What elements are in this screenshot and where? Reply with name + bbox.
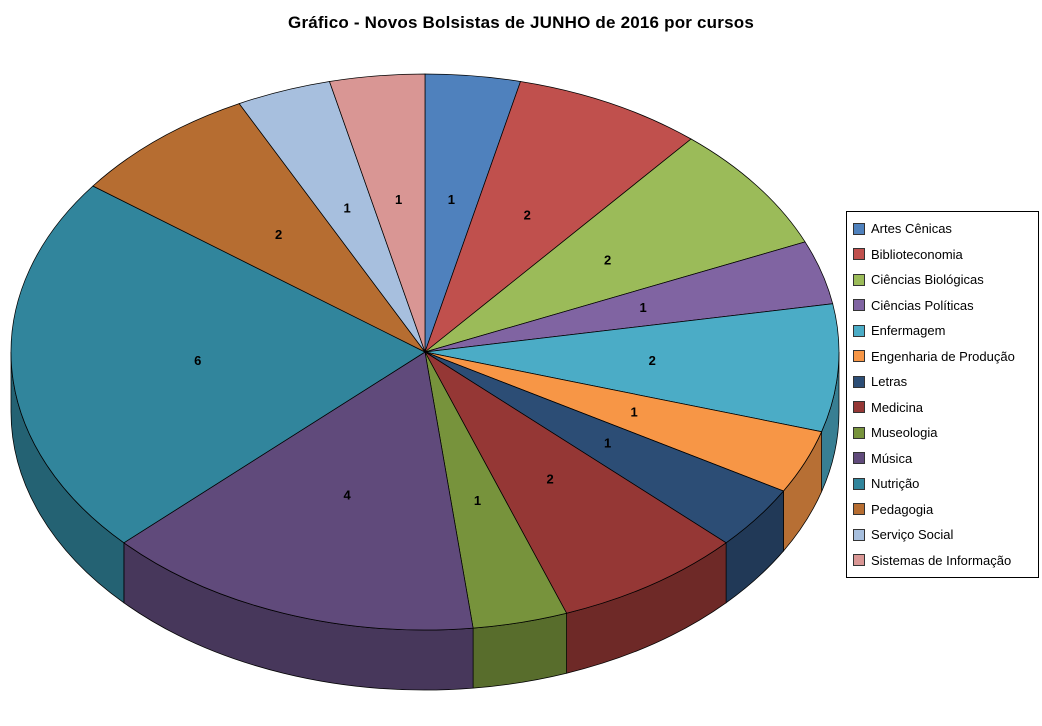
data-label: 2 (604, 253, 611, 268)
data-label: 1 (395, 192, 402, 207)
data-label: 2 (275, 227, 282, 242)
legend-label: Medicina (871, 399, 924, 415)
legend-item[interactable]: Museologia (853, 420, 1032, 446)
pie-slice[interactable] (423, 350, 727, 614)
legend-label: Enfermagem (871, 323, 946, 339)
pie-slice[interactable] (92, 103, 426, 353)
legend-label: Música (871, 450, 913, 466)
legend-swatch-icon (853, 222, 865, 235)
legend-item[interactable]: Enfermagem (853, 318, 1032, 344)
legend-item[interactable]: Ciências Políticas (853, 293, 1032, 319)
pie-slice[interactable] (424, 303, 840, 433)
legend-label: Letras (871, 374, 908, 390)
data-label: 6 (194, 353, 201, 368)
legend-item[interactable]: Biblioteconomia (853, 242, 1032, 268)
legend-swatch-icon (853, 554, 865, 567)
legend: Artes Cênicas Biblioteconomia Ciências Bio… (846, 211, 1039, 578)
legend-item[interactable]: Sistemas de Informação (853, 548, 1032, 574)
data-label: 1 (474, 493, 481, 508)
data-label: 1 (630, 405, 637, 420)
legend-item[interactable]: Letras (853, 369, 1032, 395)
legend-label: Ciências Biológicas (871, 272, 984, 288)
data-label: 1 (604, 435, 611, 450)
legend-label: Nutrição (871, 476, 920, 492)
pie-slice[interactable] (328, 73, 426, 353)
legend-item[interactable]: Ciências Biológicas (853, 267, 1032, 293)
legend-item[interactable]: Engenharia de Produção (853, 344, 1032, 370)
legend-swatch-icon (853, 452, 865, 465)
data-label: 1 (448, 192, 455, 207)
data-label: 2 (524, 207, 531, 222)
legend-swatch-icon (853, 503, 865, 516)
legend-label: Sistemas de Informação (871, 552, 1012, 568)
legend-label: Museologia (871, 425, 938, 441)
legend-label: Biblioteconomia (871, 246, 963, 262)
legend-swatch-icon (853, 375, 865, 388)
data-label: 1 (343, 200, 350, 215)
pie-slice[interactable] (424, 138, 806, 353)
legend-item[interactable]: Nutrição (853, 471, 1032, 497)
legend-label: Ciências Políticas (871, 297, 974, 313)
legend-swatch-icon (853, 528, 865, 541)
chart-title: Gráfico - Novos Bolsistas de JUNHO de 20… (288, 13, 754, 32)
legend-swatch-icon (853, 426, 865, 439)
data-label: 2 (649, 353, 656, 368)
legend-label: Serviço Social (871, 527, 954, 543)
legend-swatch-icon (853, 248, 865, 261)
data-label: 2 (546, 472, 553, 487)
legend-item[interactable]: Medicina (853, 395, 1032, 421)
data-label: 4 (343, 488, 351, 503)
pie-slice[interactable] (424, 81, 692, 354)
legend-swatch-icon (853, 350, 865, 363)
legend-item[interactable]: Serviço Social (853, 522, 1032, 548)
legend-label: Pedagogia (871, 501, 934, 517)
legend-swatch-icon (853, 401, 865, 414)
data-label: 1 (639, 300, 646, 315)
legend-swatch-icon (853, 477, 865, 490)
legend-swatch-icon (853, 324, 865, 337)
legend-label: Artes Cênicas (871, 221, 952, 237)
legend-item[interactable]: Pedagogia (853, 497, 1032, 523)
legend-item[interactable]: Música (853, 446, 1032, 472)
legend-swatch-icon (853, 273, 865, 286)
pie-slice[interactable] (123, 351, 474, 631)
pie-slice[interactable] (10, 185, 426, 544)
legend-item[interactable]: Artes Cênicas (853, 216, 1032, 242)
legend-label: Engenharia de Produção (871, 348, 1015, 364)
legend-swatch-icon (853, 299, 865, 312)
